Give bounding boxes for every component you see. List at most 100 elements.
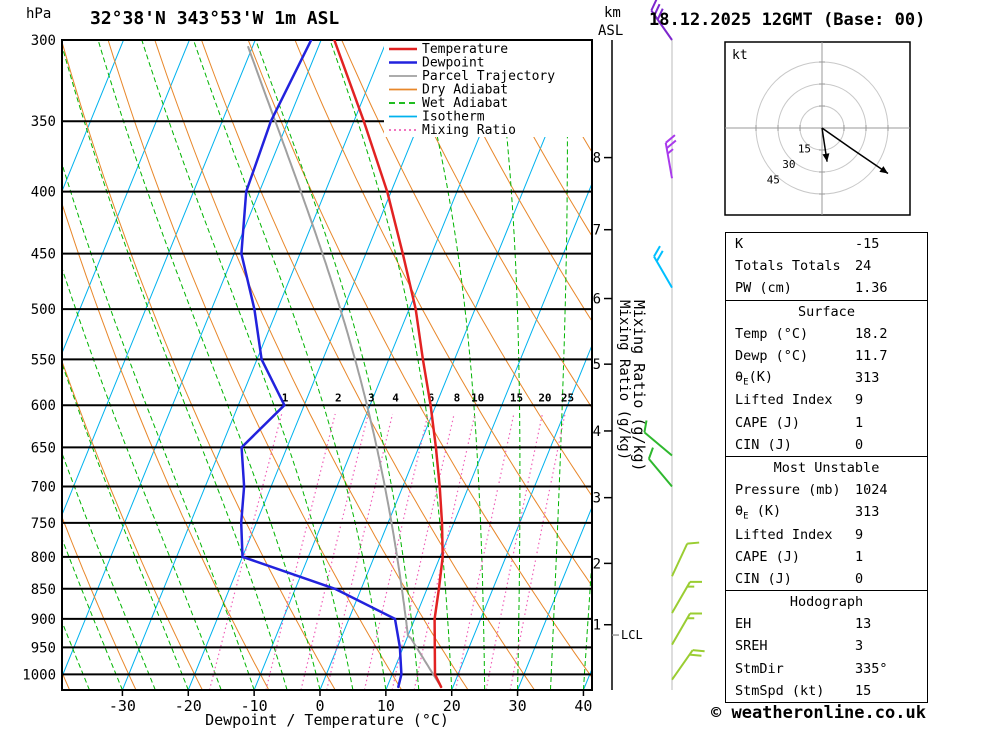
mixing-ratio-line — [391, 413, 455, 690]
stat-label: PW (cm) — [735, 280, 792, 297]
wind-barb — [647, 447, 673, 488]
stat-value: 11.7 — [855, 348, 888, 365]
dry-adiabat-line — [201, 40, 535, 690]
stat-label: Dewp (°C) — [735, 348, 809, 365]
temperature-tick-label: -10 — [241, 697, 268, 715]
wind-barb — [650, 0, 673, 41]
temperature-tick-label: 30 — [509, 697, 527, 715]
wet-adiabat-line — [329, 40, 453, 690]
stat-row: StmDir 335° — [726, 658, 927, 680]
dry-adiabat-line — [154, 40, 469, 690]
stat-label: Temp (°C) — [735, 325, 809, 342]
mixing-ratio-value-label: 15 — [510, 392, 523, 405]
pressure-tick-label: 1000 — [22, 667, 56, 683]
hodograph-ring-label: 15 — [798, 143, 811, 156]
wet-adiabat-line — [550, 40, 568, 690]
stats-table: K -15 Totals Totals 24 PW (cm) 1.36 Surface Tem… — [725, 232, 928, 703]
pressure-tick-label: 650 — [31, 440, 56, 456]
dry-adiabat-line — [62, 201, 270, 690]
stat-row: Lifted Index 9 — [726, 523, 927, 545]
hodograph-ring-label: 30 — [782, 158, 795, 171]
temperature-tick-label: 40 — [574, 697, 592, 715]
background-reference-lines — [62, 40, 592, 690]
stat-value: 3 — [855, 638, 864, 655]
wet-adiabat-line — [62, 44, 288, 690]
stat-row: K -15 — [726, 233, 927, 255]
stat-label: θE (K) — [735, 503, 782, 522]
wind-barb — [671, 580, 702, 614]
sounding-curves — [239, 40, 444, 689]
legend-label: Dry Adiabat — [422, 83, 508, 98]
mixing-ratio-value-label: 3 — [368, 392, 375, 405]
wind-barb — [643, 420, 673, 457]
lcl-marker-label: LCL — [621, 628, 643, 642]
stat-value: 313 — [855, 504, 880, 521]
mixing-ratio-value-label: 4 — [392, 392, 399, 405]
dry-adiabat-line — [434, 40, 592, 323]
km-tick-label: 6 — [593, 292, 601, 308]
stat-row: SREH 3 — [726, 635, 927, 657]
height-axis-unit-km: km — [604, 5, 621, 21]
legend-label: Isotherm — [422, 110, 485, 125]
stat-value: 18.2 — [855, 325, 888, 342]
mixing-ratio-value-label: 6 — [428, 392, 435, 405]
stat-label: K — [735, 236, 744, 253]
stat-value: 335° — [855, 660, 888, 677]
dry-adiabat-line — [62, 515, 137, 690]
stat-value: 1.36 — [855, 280, 888, 297]
temperature-curve — [333, 40, 444, 689]
stat-row: CIN (J) 0 — [726, 568, 927, 590]
station-location-title: 32°38'N 343°53'W 1m ASL — [90, 8, 340, 29]
isotherm-line — [62, 40, 190, 355]
pressure-tick-label: 450 — [31, 247, 56, 263]
pressure-tick-label: 900 — [31, 612, 56, 628]
wind-barb — [653, 245, 673, 289]
stat-value: 9 — [855, 526, 864, 543]
isotherm-line — [187, 40, 454, 690]
km-tick-label: 4 — [593, 424, 601, 440]
dewpoint-curve — [239, 40, 403, 689]
stat-label: StmSpd (kt) — [735, 682, 825, 699]
mixing-ratio-value-label: 2 — [335, 392, 342, 405]
mixing-ratio-line — [265, 413, 336, 690]
stat-value: 9 — [855, 392, 864, 409]
km-tick-label: 7 — [593, 223, 601, 239]
stat-value: 0 — [855, 570, 864, 587]
mixing-ratio-axis-label-pink: Mixing Ratio (g/kg) — [616, 300, 632, 460]
datetime-title: 18.12.2025 12GMT (Base: 00) — [649, 10, 926, 30]
km-tick-label: 2 — [593, 556, 601, 572]
stat-row: CAPE (J) 1 — [726, 546, 927, 568]
wind-barb — [671, 612, 702, 646]
height-axis: 1 2 3 4 5 6 7 8 LCL — [593, 40, 643, 690]
stat-row: Totals Totals 24 — [726, 255, 927, 277]
stat-value: 0 — [855, 436, 864, 453]
dry-adiabat-line — [294, 40, 592, 587]
wind-barb-column — [643, 0, 705, 690]
isotherm-line — [62, 40, 124, 193]
mixing-ratio-line — [509, 413, 566, 690]
temperature-tick-label: -30 — [109, 697, 136, 715]
mixing-ratio-value-label: 25 — [561, 392, 574, 405]
mixing-ratio-value-label: 1 — [282, 392, 289, 405]
hodograph-wind-trace — [821, 127, 889, 175]
stat-row: Pressure (mb) 1024 — [726, 479, 927, 501]
plot-border — [61, 39, 593, 691]
parcel-trajectory-curve — [247, 46, 443, 688]
mixing-ratio-line — [300, 413, 369, 690]
mixing-ratio-value-label: 8 — [454, 392, 461, 405]
stat-label: CIN (J) — [735, 436, 792, 453]
wet-adiabat-line — [141, 40, 354, 690]
temperature-tick-label: 0 — [315, 697, 324, 715]
pressure-tick-label: 300 — [31, 33, 56, 49]
stat-label: Totals Totals — [735, 258, 841, 275]
wet-adiabat-line — [255, 40, 420, 690]
wet-adiabat-line — [582, 553, 592, 690]
stat-row: Temp (°C) 18.2 — [726, 323, 927, 345]
dry-adiabat-line — [247, 40, 592, 679]
wet-adiabat-line — [62, 451, 156, 690]
isotherm-line — [253, 40, 520, 690]
stat-label: StmDir — [735, 660, 784, 677]
mixing-ratio-line — [413, 413, 476, 690]
